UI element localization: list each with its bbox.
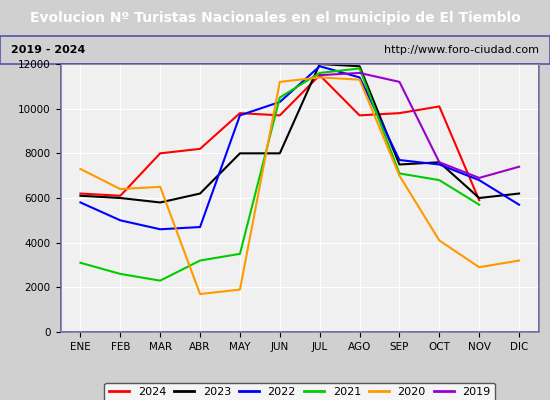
Text: http://www.foro-ciudad.com: http://www.foro-ciudad.com — [384, 45, 539, 55]
Bar — [60, 64, 539, 332]
Text: 2019 - 2024: 2019 - 2024 — [11, 45, 85, 55]
Text: Evolucion Nº Turistas Nacionales en el municipio de El Tiemblo: Evolucion Nº Turistas Nacionales en el m… — [30, 11, 520, 25]
Legend: 2024, 2023, 2022, 2021, 2020, 2019: 2024, 2023, 2022, 2021, 2020, 2019 — [104, 382, 495, 400]
